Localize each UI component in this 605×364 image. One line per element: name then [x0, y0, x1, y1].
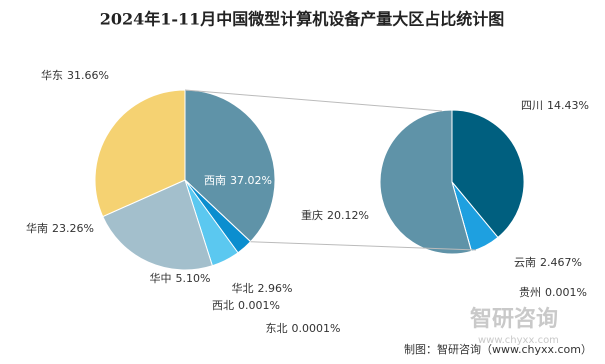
pie-slice	[184, 89, 276, 243]
data-label: 华中 5.10%	[150, 271, 211, 285]
data-label: 云南 2.467%	[514, 256, 582, 269]
data-label: 贵州 0.001%	[519, 286, 587, 299]
label-value: 14.43%	[547, 99, 589, 112]
data-label: 华北 2.96%	[232, 281, 293, 295]
label-name: 云南	[514, 256, 536, 269]
label-value: 23.26%	[52, 222, 94, 235]
label-name: 西南	[204, 174, 226, 187]
watermark-url: www.chyxx.com	[478, 335, 559, 346]
label-name: 华北	[232, 281, 254, 295]
label-name: 贵州	[519, 286, 541, 299]
label-value: 0.001%	[545, 286, 587, 299]
data-label: 东北 0.0001%	[266, 322, 341, 335]
label-name: 华中	[150, 271, 172, 285]
chart-title: 2024年1-11月中国微型计算机设备产量大区占比统计图	[100, 10, 505, 29]
pie-slice	[94, 89, 186, 218]
label-name: 华南	[26, 221, 48, 235]
label-value: 37.02%	[230, 174, 272, 187]
pie-slice	[379, 109, 473, 255]
data-label: 西北 0.001%	[212, 299, 280, 312]
watermark: 智研咨询	[470, 306, 558, 332]
label-value: 0.0001%	[292, 322, 341, 335]
pie-slice	[451, 109, 525, 239]
data-label: 重庆 20.12%	[301, 208, 369, 222]
label-value: 5.10%	[176, 272, 211, 285]
data-label: 华东 31.66%	[41, 68, 109, 82]
connector	[250, 241, 477, 251]
label-value: 20.12%	[327, 209, 369, 222]
label-value: 0.001%	[238, 299, 280, 312]
label-name: 四川	[521, 99, 543, 112]
data-label: 四川 14.43%	[521, 99, 589, 112]
label-value: 2.467%	[540, 256, 582, 269]
data-label: 西南 37.02%	[204, 174, 272, 187]
label-name: 重庆	[301, 208, 323, 222]
label-value: 31.66%	[67, 69, 109, 82]
label-value: 2.96%	[258, 282, 293, 295]
label-name: 东北	[266, 322, 288, 335]
label-name: 华东	[41, 68, 63, 82]
source: 制图：智研咨询（www.chyxx.com）	[404, 342, 592, 356]
data-label: 华南 23.26%	[26, 221, 94, 235]
connector	[184, 89, 443, 112]
pie-slice	[102, 179, 214, 271]
label-name: 西北	[212, 299, 234, 312]
